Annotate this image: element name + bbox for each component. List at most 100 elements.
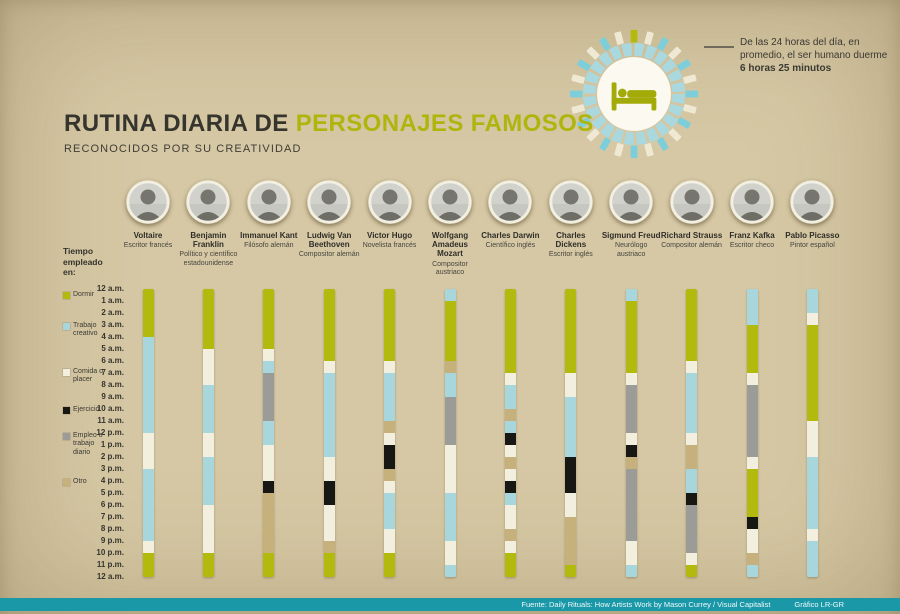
legend-item-trabajo-creativo: Trabajo creativo (63, 322, 105, 339)
hour-segment (746, 565, 758, 577)
hour-segment (263, 409, 275, 421)
hour-segment (686, 289, 698, 301)
hour-segment (323, 433, 335, 445)
hour-segment (263, 517, 275, 529)
hour-segment (746, 541, 758, 553)
hour-segment (625, 553, 637, 565)
person-column-wolfgang-amadeus-mozart: Wolfgang Amadeus Mozart Compositor austri… (419, 180, 481, 277)
hour-segment (746, 505, 758, 517)
hour-segment (323, 553, 335, 565)
hour-segment (384, 565, 396, 577)
portrait-wolfgang-amadeus-mozart (428, 180, 472, 224)
hour-segment (625, 349, 637, 361)
person-name: Wolfgang Amadeus Mozart (431, 231, 469, 259)
hour-segment (686, 409, 698, 421)
hour-segment (323, 361, 335, 373)
hour-segment (142, 529, 154, 541)
time-label-5-p-m: 5 p.m. (100, 488, 124, 497)
hour-segment (565, 457, 577, 469)
hour-segment (202, 409, 214, 421)
hour-segment (444, 481, 456, 493)
hour-segment (504, 301, 516, 313)
hour-segment (806, 385, 818, 397)
hour-segment (444, 517, 456, 529)
hour-segment (806, 313, 818, 325)
hour-segment (323, 301, 335, 313)
hour-segment (565, 385, 577, 397)
portrait-pablo-picasso (790, 180, 834, 224)
hour-segment (686, 349, 698, 361)
hour-segment (263, 493, 275, 505)
hour-segment (686, 469, 698, 481)
person-role: Pintor español (790, 242, 835, 250)
hour-segment (202, 529, 214, 541)
hour-segment (746, 313, 758, 325)
hour-segment (504, 373, 516, 385)
hour-segment (384, 433, 396, 445)
hour-segment (142, 541, 154, 553)
hour-segment (686, 445, 698, 457)
hour-segment (444, 493, 456, 505)
person-column-benjamin-franklin: Benjamin Franklin Político y científico e… (177, 180, 239, 268)
legend-swatch-comida-o-placer (63, 369, 70, 376)
hour-segment (504, 409, 516, 421)
hour-segment (746, 445, 758, 457)
hour-segment (142, 337, 154, 349)
hour-segment (263, 433, 275, 445)
legend-title: Tiempo empleado en: (63, 246, 103, 278)
time-label-4-p-m: 4 p.m. (100, 476, 124, 485)
hour-segment (746, 349, 758, 361)
hour-segment (746, 493, 758, 505)
hour-segment (504, 397, 516, 409)
time-label-2-p-m: 2 p.m. (100, 452, 124, 461)
hour-segment (384, 529, 396, 541)
portrait-voltaire (126, 180, 170, 224)
time-label-12-a-m: 12 a.m. (96, 284, 124, 293)
hour-segment (202, 385, 214, 397)
hour-segment (686, 433, 698, 445)
person-column-franz-kafka: Franz Kafka Escritor checo (721, 180, 783, 251)
hour-segment (263, 505, 275, 517)
hour-segment (202, 469, 214, 481)
hour-segment (625, 505, 637, 517)
legend-label: Ejercicio (73, 406, 100, 413)
portrait-benjamin-franklin (186, 180, 230, 224)
hour-segment (202, 541, 214, 553)
hour-segment (565, 349, 577, 361)
time-label-10-a-m: 10 a.m. (96, 404, 124, 413)
hour-segment (565, 505, 577, 517)
hour-segment (202, 565, 214, 577)
page-title-highlight: PERSONAJES FAMOSOS (295, 110, 594, 137)
hour-segment (565, 373, 577, 385)
hour-segment (565, 517, 577, 529)
hour-segment (504, 469, 516, 481)
hour-segment (323, 541, 335, 553)
hour-segment (142, 457, 154, 469)
hour-segment (746, 421, 758, 433)
hour-segment (625, 541, 637, 553)
routine-bar-pablo-picasso (806, 289, 818, 577)
hour-segment (625, 301, 637, 313)
hour-segment (263, 313, 275, 325)
hour-segment (323, 397, 335, 409)
footer-source: Fuente: Daily Rituals: How Artists Work … (521, 600, 771, 609)
hour-segment (323, 421, 335, 433)
hour-segment (202, 433, 214, 445)
hour-segment (504, 349, 516, 361)
hour-segment (263, 289, 275, 301)
hour-segment (384, 361, 396, 373)
hour-segment (806, 421, 818, 433)
hour-segment (323, 445, 335, 457)
hour-segment (746, 457, 758, 469)
person-name: Charles Dickens (555, 231, 587, 250)
hour-segment (142, 493, 154, 505)
person-name: Ludwig Van Beethoven (306, 231, 352, 250)
hour-segment (384, 409, 396, 421)
hour-segment (686, 481, 698, 493)
hour-segment (746, 373, 758, 385)
hour-segment (686, 373, 698, 385)
hour-segment (686, 565, 698, 577)
time-label-11-a-m: 11 a.m. (97, 416, 124, 425)
hour-segment (746, 553, 758, 565)
hour-segment (806, 325, 818, 337)
